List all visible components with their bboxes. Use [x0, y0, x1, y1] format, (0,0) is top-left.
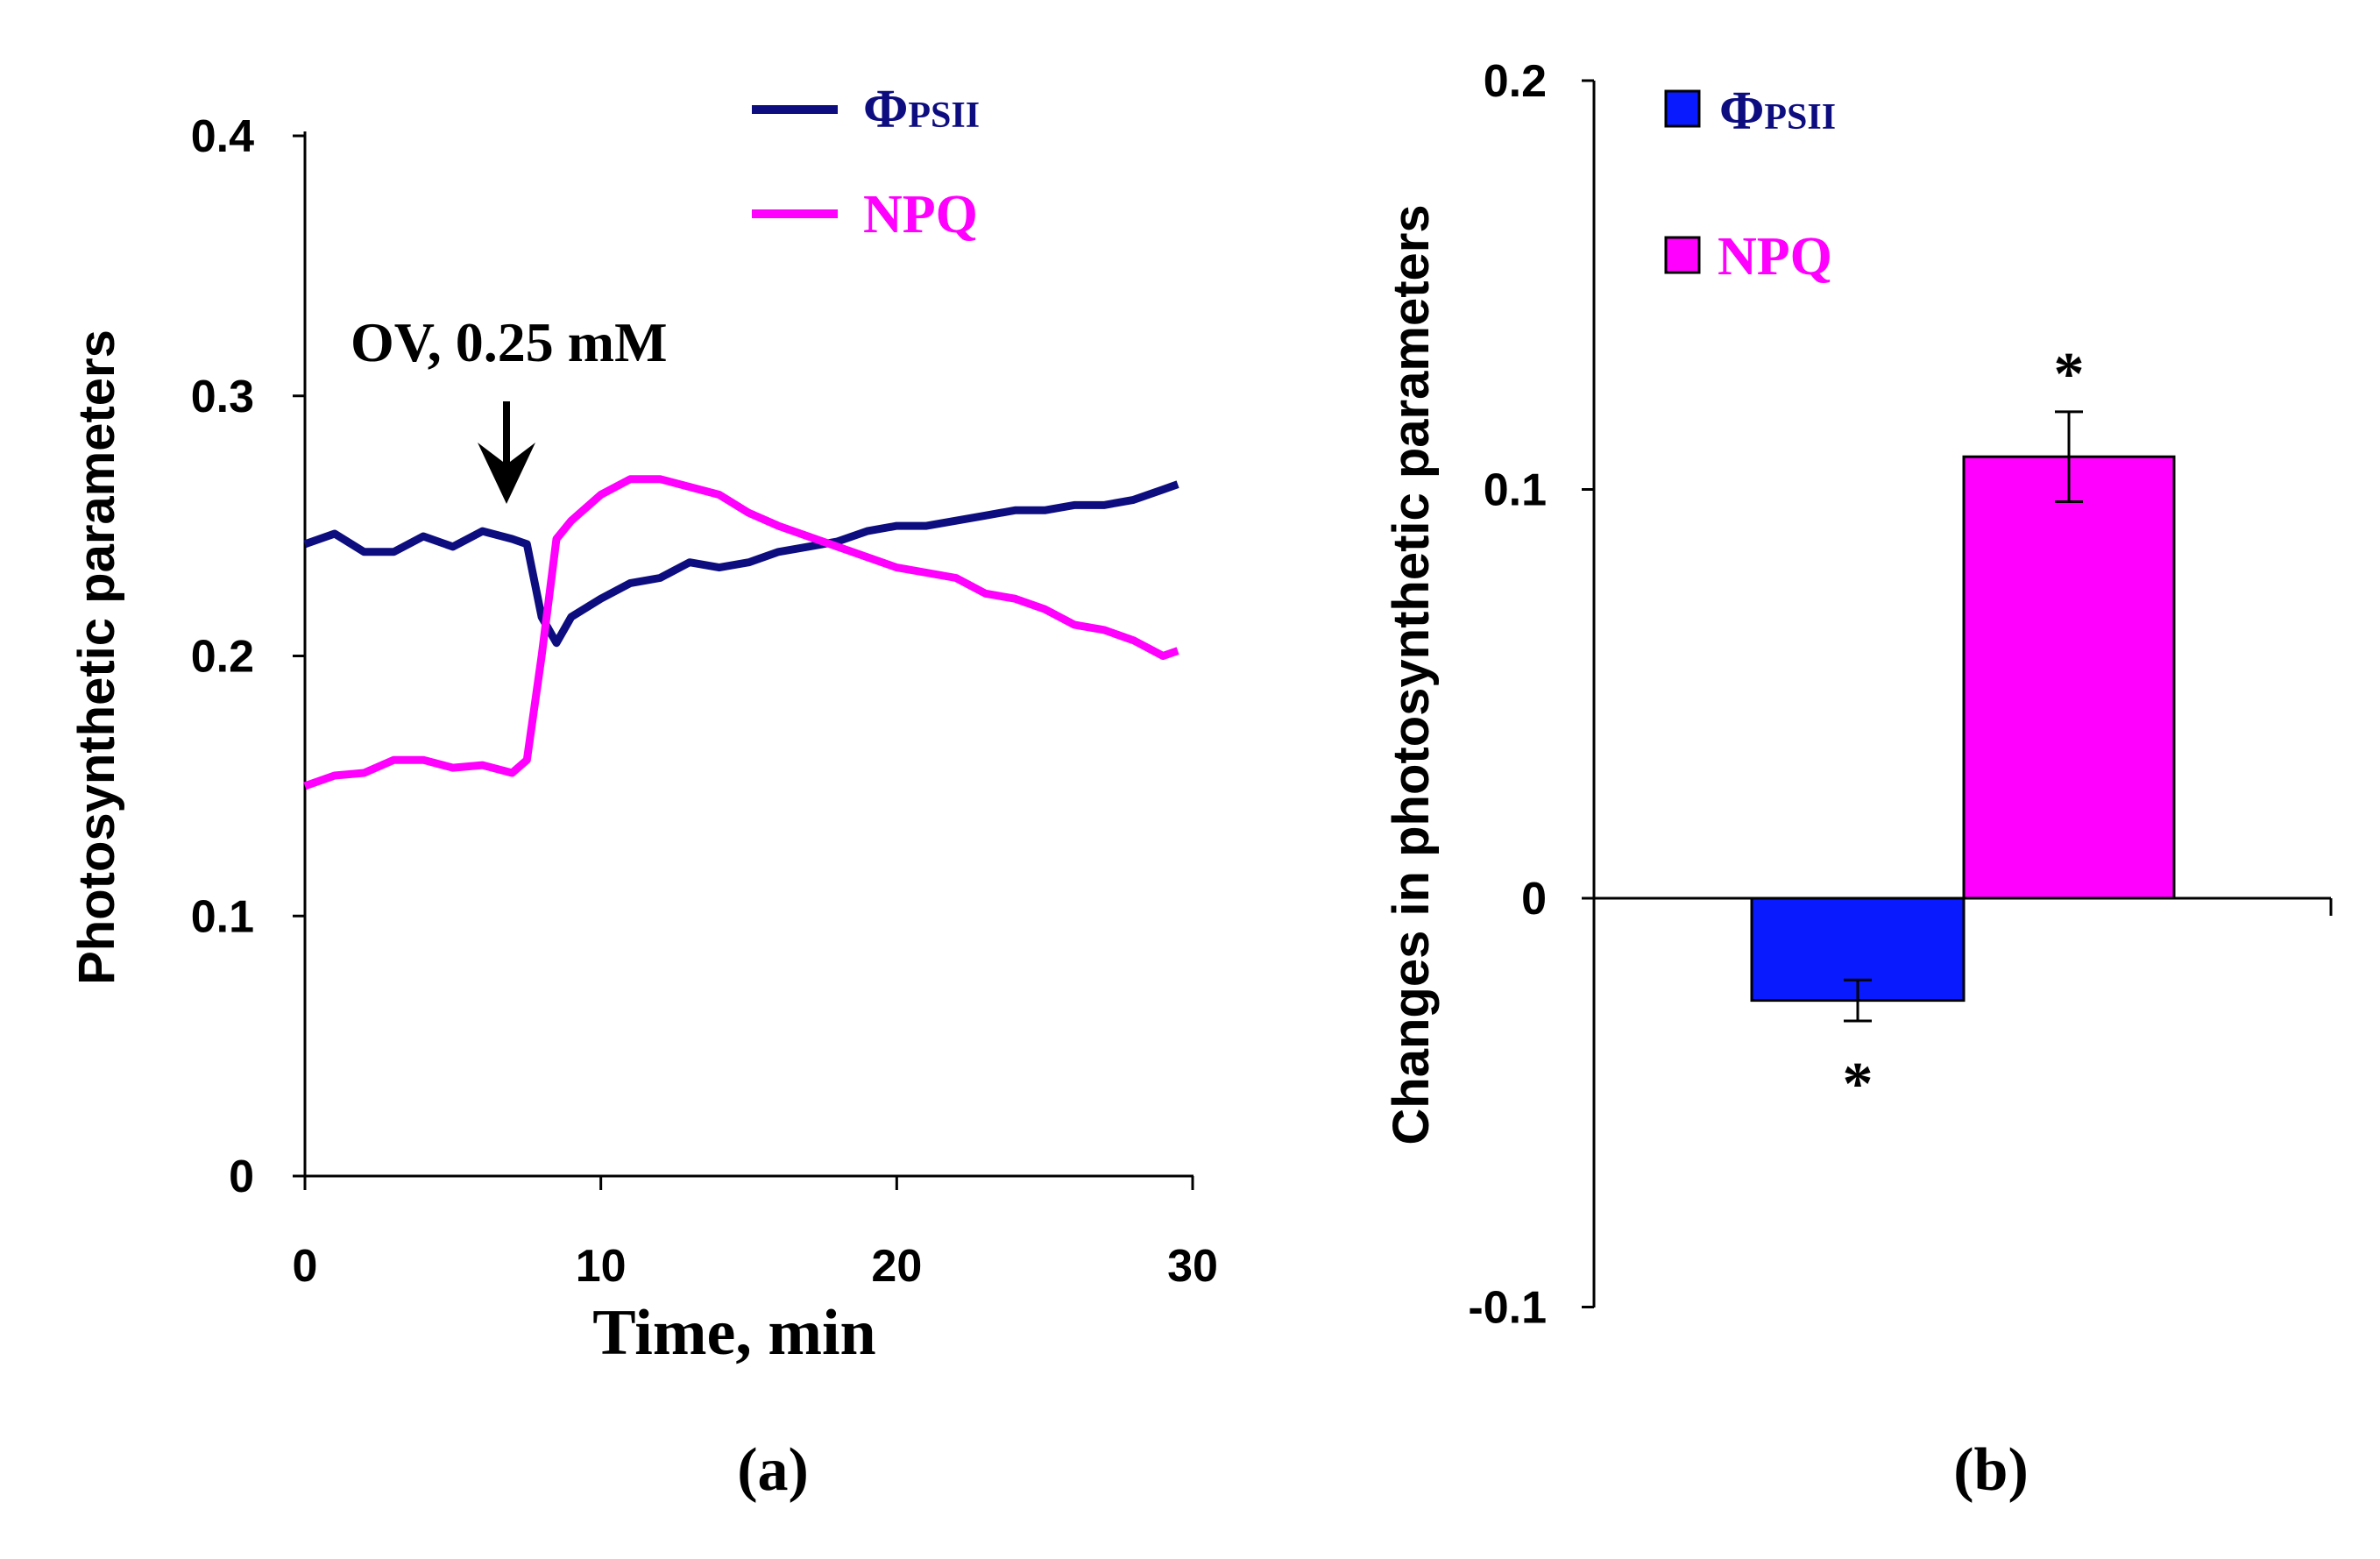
y-tick-label-b: 0	[1521, 874, 1547, 925]
y-tick-label-a: 0.1	[191, 891, 254, 942]
significance-marker-phipsii: *	[1843, 1051, 1874, 1118]
panel-label-a: (a)	[737, 1436, 809, 1504]
legend-sub-phipsii-b: PSII	[1764, 97, 1836, 138]
svg-text:ΦPSII: ΦPSII	[1719, 81, 1836, 141]
y-tick-label-b: 0.1	[1484, 465, 1547, 516]
legend-label-npq-b: NPQ	[1718, 227, 1832, 287]
legend-swatch-phipsii-b	[1664, 89, 1701, 128]
bar-npq	[1962, 455, 2176, 900]
legend-sub-phipsii: PSII	[908, 96, 980, 136]
annotation-ov: OV, 0.25 mM	[351, 311, 667, 373]
legend-swatch-npq-b	[1664, 236, 1701, 274]
legend-label-phipsii: Φ	[863, 80, 908, 139]
y-axis-label-b: Changes in photosynthetic parameters	[1383, 204, 1440, 1144]
y-tick-label-a: 0.2	[191, 632, 254, 683]
y-tick-label-a: 0	[229, 1152, 254, 1202]
series-line-phipsii	[303, 480, 1179, 648]
legend-b: ΦPSII NPQ	[1664, 81, 1836, 287]
error-bar-phipsii	[1844, 978, 1872, 1023]
arrow-down-icon	[478, 401, 535, 504]
x-tick-label-a: 10	[576, 1241, 627, 1292]
y-tick-label-b: 0.2	[1484, 56, 1547, 107]
legend-label-npq: NPQ	[863, 185, 978, 244]
panel-a: 0 0.1 0.2 0.3 0.4 0 10 20 30 Photosynthetic para…	[68, 80, 1218, 1504]
legend-a: ΦPSII NPQ	[752, 80, 980, 244]
x-axis-label-a: Time, min	[592, 1297, 875, 1369]
x-tick-label-a: 30	[1167, 1241, 1218, 1292]
error-bar-npq	[2055, 410, 2083, 503]
y-axis-label-a: Photosynthetic parameters	[68, 330, 125, 985]
y-tick-label-b: -0.1	[1468, 1283, 1547, 1334]
panel-b: -0.1 0 0.1 0.2 * * Changes in photosynthetic…	[1383, 56, 2333, 1504]
y-tick-label-a: 0.3	[191, 372, 254, 422]
x-tick-label-a: 0	[293, 1241, 318, 1292]
y-tick-label-a: 0.4	[191, 111, 254, 162]
svg-text:ΦPSII: ΦPSII	[863, 80, 980, 139]
x-tick-label-a: 20	[871, 1241, 922, 1292]
panel-label-b: (b)	[1953, 1436, 2029, 1504]
significance-marker-npq: *	[2054, 341, 2085, 408]
legend-label-phipsii-b: Φ	[1719, 81, 1764, 141]
series-line-npq	[303, 475, 1179, 790]
